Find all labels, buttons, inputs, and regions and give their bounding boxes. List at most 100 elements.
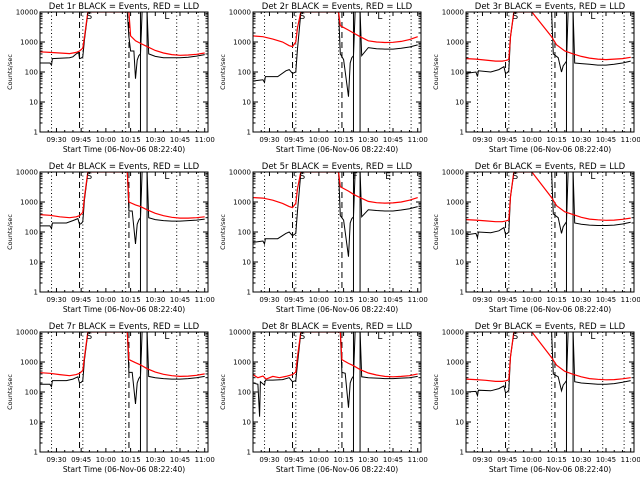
y-tick-label: 10 <box>455 99 464 107</box>
x-tick-label: 10:15 <box>333 456 353 464</box>
x-tick-label: 10:15 <box>546 296 566 304</box>
x-tick-label: 10:30 <box>358 296 378 304</box>
x-tick-label: 09:45 <box>71 296 91 304</box>
x-tick-label: 09:30 <box>259 136 279 144</box>
events-series-line <box>253 12 418 97</box>
y-tick-label: 10000 <box>16 169 38 177</box>
plot-frame <box>39 331 209 453</box>
y-tick-label: 100 <box>451 389 464 397</box>
events-series-line <box>40 332 205 404</box>
plot-frame <box>252 11 422 133</box>
y-tick-label: 1000 <box>446 39 464 47</box>
x-tick-label: 10:45 <box>170 456 190 464</box>
panel-title: Det 2r BLACK = Events, RED = LLD <box>262 2 413 12</box>
panel-title: Det 5r BLACK = Events, RED = LLD <box>262 162 413 172</box>
lld-series-line <box>40 12 205 56</box>
y-tick-label: 1000 <box>233 359 251 367</box>
x-tick-label: 09:45 <box>284 296 304 304</box>
y-tick-label: 100 <box>25 69 38 77</box>
x-tick-label: 09:30 <box>46 296 66 304</box>
y-tick-label: 10000 <box>16 329 38 337</box>
plot-frame <box>39 11 209 133</box>
y-tick-label: 10 <box>29 99 38 107</box>
x-tick-label: 10:45 <box>596 296 616 304</box>
y-tick-label: 1 <box>34 129 38 137</box>
panel-mark-e: E <box>385 172 391 182</box>
x-axis-label: Start Time (06-Nov-06 08:22:40) <box>489 465 611 474</box>
plot-frame <box>465 331 635 453</box>
x-tick-label: 10:15 <box>546 136 566 144</box>
events-series-line <box>466 332 631 398</box>
x-tick-label: 09:45 <box>71 136 91 144</box>
y-tick-label: 1000 <box>446 359 464 367</box>
lld-series-line <box>40 332 205 378</box>
x-axis-label: Start Time (06-Nov-06 08:22:40) <box>63 145 185 154</box>
x-tick-label: 10:00 <box>309 296 329 304</box>
y-axis-label: Counts/sec <box>219 54 227 90</box>
x-tick-label: 10:00 <box>522 296 542 304</box>
y-tick-label: 1000 <box>446 199 464 207</box>
lld-series-line <box>253 12 418 48</box>
y-axis-label: Counts/sec <box>6 54 14 90</box>
x-tick-label: 10:00 <box>309 136 329 144</box>
x-tick-label: 09:45 <box>284 456 304 464</box>
x-tick-label: 10:15 <box>333 136 353 144</box>
events-series-line <box>40 172 205 244</box>
x-axis-label: Start Time (06-Nov-06 08:22:40) <box>63 465 185 474</box>
x-tick-label: 10:15 <box>546 456 566 464</box>
x-tick-label: 09:30 <box>472 296 492 304</box>
x-tick-label: 10:30 <box>571 456 591 464</box>
y-tick-label: 10000 <box>229 169 251 177</box>
y-tick-label: 100 <box>451 229 464 237</box>
plot-frame <box>252 331 422 453</box>
y-tick-label: 1 <box>460 449 464 457</box>
x-tick-label: 11:00 <box>195 136 215 144</box>
y-tick-label: 1000 <box>233 199 251 207</box>
y-tick-label: 1000 <box>233 39 251 47</box>
panel-mark-l: L <box>164 172 169 182</box>
y-axis-label: Counts/sec <box>432 214 440 250</box>
panel-mark-s: S <box>87 172 93 182</box>
panel-title: Det 7r BLACK = Events, RED = LLD <box>49 322 200 332</box>
x-tick-label: 09:45 <box>284 136 304 144</box>
panel-title: Det 9r BLACK = Events, RED = LLD <box>475 322 626 332</box>
x-tick-label: 10:15 <box>120 296 140 304</box>
x-tick-label: 10:30 <box>145 136 165 144</box>
events-series-line <box>253 172 418 257</box>
y-tick-label: 1000 <box>20 359 38 367</box>
x-tick-label: 11:00 <box>621 136 640 144</box>
x-tick-label: 10:45 <box>170 296 190 304</box>
x-axis-label: Start Time (06-Nov-06 08:22:40) <box>63 305 185 314</box>
y-axis-label: Counts/sec <box>432 54 440 90</box>
x-tick-label: 09:30 <box>259 456 279 464</box>
plot-frame <box>252 171 422 293</box>
x-axis-label: Start Time (06-Nov-06 08:22:40) <box>276 305 398 314</box>
x-tick-label: 10:45 <box>596 136 616 144</box>
x-axis-label: Start Time (06-Nov-06 08:22:40) <box>276 465 398 474</box>
x-tick-label: 11:00 <box>621 456 640 464</box>
y-tick-label: 10 <box>242 419 251 427</box>
y-tick-label: 10000 <box>442 9 464 17</box>
y-axis-label: Counts/sec <box>432 374 440 410</box>
x-tick-label: 10:15 <box>333 296 353 304</box>
lld-series-line <box>466 332 631 382</box>
panel-mark-s: S <box>300 12 306 22</box>
x-tick-label: 09:30 <box>472 136 492 144</box>
x-tick-label: 10:00 <box>522 456 542 464</box>
y-tick-label: 10 <box>455 259 464 267</box>
x-tick-label: 10:45 <box>383 456 403 464</box>
y-tick-label: 10000 <box>442 329 464 337</box>
y-axis-label: Counts/sec <box>6 214 14 250</box>
y-tick-label: 10 <box>29 419 38 427</box>
y-tick-label: 100 <box>238 69 251 77</box>
panel-mark-l: L <box>377 332 382 342</box>
panel-mark-l: L <box>164 332 169 342</box>
panel-mark-l: L <box>164 12 169 22</box>
x-axis-label: Start Time (06-Nov-06 08:22:40) <box>276 145 398 154</box>
